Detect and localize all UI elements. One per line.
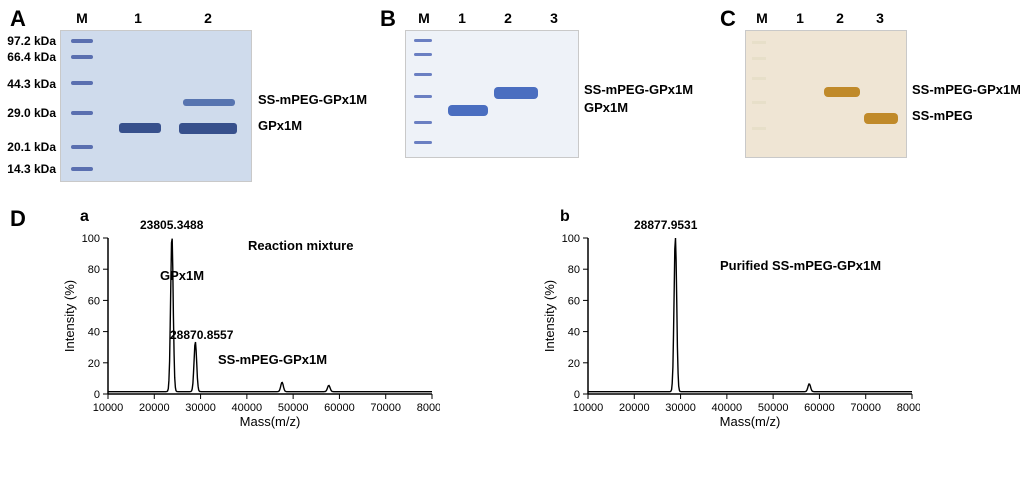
svg-text:Mass(m/z): Mass(m/z) [720,414,781,429]
panel-c-gel [745,30,907,158]
panel-b-lane-1: 1 [452,10,472,26]
svg-text:50000: 50000 [278,402,309,414]
panel-c-lane-1: 1 [790,10,810,26]
panel-d-a-sub: a [80,208,89,226]
panel-b-letter: B [380,6,396,32]
panel-d-b-peak1-top: 28877.9531 [634,218,697,232]
svg-text:60: 60 [88,295,100,307]
svg-text:30000: 30000 [185,402,216,414]
panel-c-lane-2: 2 [830,10,850,26]
panel-b-band-upper: SS-mPEG-GPx1M [584,82,693,97]
panel-a-ladder-0: 97.2 kDa [0,34,56,48]
svg-text:Intensity (%): Intensity (%) [62,280,77,352]
svg-text:10000: 10000 [573,402,604,414]
panel-a-lane-m: M [72,10,92,26]
svg-text:20: 20 [568,358,580,370]
svg-text:20: 20 [88,358,100,370]
svg-text:60000: 60000 [324,402,355,414]
panel-d-a-peak1-top: 23805.3488 [140,218,203,232]
panel-a-ladder-2: 44.3 kDa [0,77,56,91]
svg-text:60: 60 [568,295,580,307]
svg-text:30000: 30000 [665,402,696,414]
panel-d-a-svg: 0 20 40 60 80 100 10000 20000 30000 40000 50000 600… [60,230,440,430]
svg-text:20000: 20000 [139,402,170,414]
panel-c-band-lower: SS-mPEG [912,108,973,123]
panel-b-lane-3: 3 [544,10,564,26]
panel-d-a-chart: 0 20 40 60 80 100 10000 20000 30000 40000 50000 600… [60,230,440,430]
svg-text:0: 0 [574,389,580,401]
svg-text:10000: 10000 [93,402,124,414]
svg-text:80: 80 [88,264,100,276]
panel-d-a-peak2-top: 28870.8557 [170,328,233,342]
panel-c-letter: C [720,6,736,32]
svg-text:70000: 70000 [850,402,881,414]
panel-d-a-peak2-side: SS-mPEG-GPx1M [218,352,327,367]
svg-text:70000: 70000 [370,402,401,414]
panel-a-gel [60,30,252,182]
figure-root: A 97.2 kDa 66.4 kDa 44.3 kDa 29.0 kDa 20… [0,0,1020,503]
svg-text:100: 100 [82,233,100,245]
svg-text:40000: 40000 [232,402,263,414]
svg-text:80: 80 [568,264,580,276]
svg-text:40: 40 [568,327,580,339]
panel-a-lane-1: 1 [128,10,148,26]
panel-a-band-upper: SS-mPEG-GPx1M [258,92,367,107]
panel-c-lane-m: M [752,10,772,26]
panel-a-ladder-1: 66.4 kDa [0,50,56,64]
svg-text:60000: 60000 [804,402,835,414]
svg-text:80000: 80000 [417,402,440,414]
panel-a-ladder-4: 20.1 kDa [0,140,56,154]
panel-d-b-title: Purified SS-mPEG-GPx1M [720,258,881,273]
panel-d-a-peak1-side: GPx1M [160,268,204,283]
panel-d-a-title: Reaction mixture [248,238,353,253]
panel-a-band-lower: GPx1M [258,118,302,133]
panel-a-lane-2: 2 [198,10,218,26]
svg-text:50000: 50000 [758,402,789,414]
panel-d-b-sub: b [560,208,570,226]
svg-text:20000: 20000 [619,402,650,414]
panel-c-lane-3: 3 [870,10,890,26]
panel-a-ladder-3: 29.0 kDa [0,106,56,120]
svg-text:40000: 40000 [712,402,743,414]
panel-a-letter: A [10,6,26,32]
panel-b-gel [405,30,579,158]
panel-b-lane-2: 2 [498,10,518,26]
svg-text:Mass(m/z): Mass(m/z) [240,414,301,429]
svg-text:80000: 80000 [897,402,920,414]
svg-text:0: 0 [94,389,100,401]
svg-text:100: 100 [562,233,580,245]
svg-text:Intensity (%): Intensity (%) [542,280,557,352]
panel-b-lane-m: M [414,10,434,26]
panel-b-band-lower: GPx1M [584,100,628,115]
panel-d-letter: D [10,206,26,232]
panel-c-band-upper: SS-mPEG-GPx1M [912,82,1020,97]
svg-text:40: 40 [88,327,100,339]
panel-a-ladder-5: 14.3 kDa [0,162,56,176]
